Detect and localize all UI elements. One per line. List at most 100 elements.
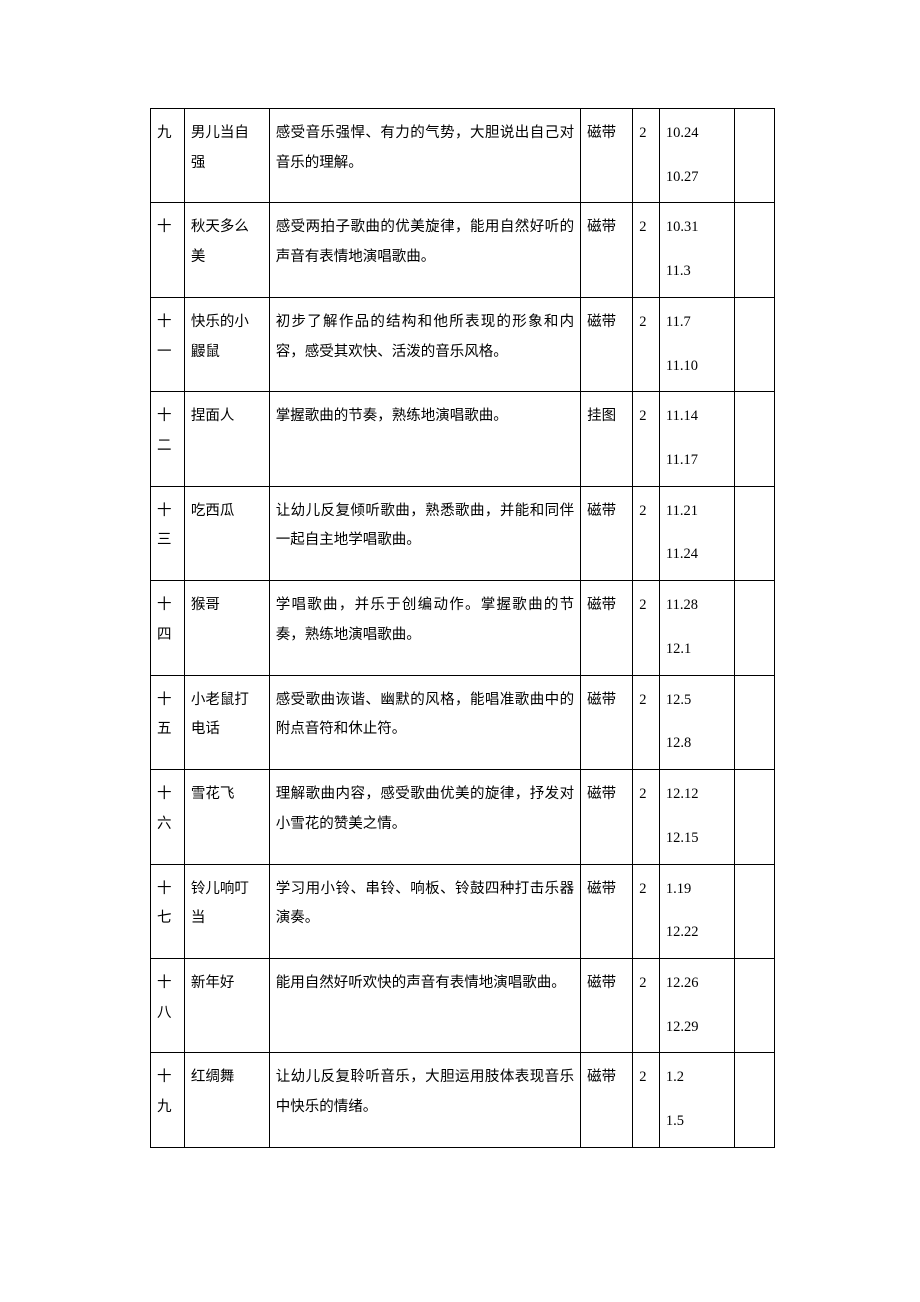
cell-title: 男儿当自强 — [184, 109, 269, 203]
cell-dates: 12.5 12.8 — [659, 675, 734, 769]
cell-desc: 让幼儿反复聆听音乐，大胆运用肢体表现音乐中快乐的情绪。 — [269, 1053, 580, 1147]
table-row: 十二捏面人掌握歌曲的节奏，熟练地演唱歌曲。挂图211.14 11.17 — [151, 392, 775, 486]
cell-desc: 让幼儿反复倾听歌曲，熟悉歌曲，并能和同伴一起自主地学唱歌曲。 — [269, 486, 580, 580]
table-row: 十秋天多么美感受两拍子歌曲的优美旋律，能用自然好听的声音有表情地演唱歌曲。磁带2… — [151, 203, 775, 297]
date-start: 12.5 — [666, 686, 728, 716]
page: 九男儿当自强感受音乐强悍、有力的气势，大胆说出自己对音乐的理解。磁带210.24… — [0, 0, 920, 1302]
cell-title: 红绸舞 — [184, 1053, 269, 1147]
cell-number: 十四 — [151, 581, 185, 675]
cell-count: 2 — [633, 581, 660, 675]
cell-desc: 能用自然好听欢快的声音有表情地演唱歌曲。 — [269, 958, 580, 1052]
cell-dates: 10.24 10.27 — [659, 109, 734, 203]
date-end: 11.24 — [666, 540, 728, 570]
cell-material: 磁带 — [581, 486, 633, 580]
cell-number: 十七 — [151, 864, 185, 958]
cell-dates: 1.19 12.22 — [659, 864, 734, 958]
cell-desc: 学习用小铃、串铃、响板、铃鼓四种打击乐器演奏。 — [269, 864, 580, 958]
cell-empty — [734, 770, 774, 864]
cell-empty — [734, 297, 774, 391]
cell-dates: 1.21.5 — [659, 1053, 734, 1147]
table-row: 十八新年好能用自然好听欢快的声音有表情地演唱歌曲。磁带212.26 12.29 — [151, 958, 775, 1052]
date-start: 12.12 — [666, 780, 728, 810]
table-row: 十六雪花飞理解歌曲内容，感受歌曲优美的旋律，抒发对小雪花的赞美之情。磁带212.… — [151, 770, 775, 864]
cell-material: 磁带 — [581, 675, 633, 769]
cell-dates: 11.28 12.1 — [659, 581, 734, 675]
cell-number: 十 — [151, 203, 185, 297]
cell-material: 磁带 — [581, 297, 633, 391]
cell-desc: 感受两拍子歌曲的优美旋律，能用自然好听的声音有表情地演唱歌曲。 — [269, 203, 580, 297]
date-start: 12.26 — [666, 969, 728, 999]
cell-dates: 12.26 12.29 — [659, 958, 734, 1052]
cell-material: 磁带 — [581, 1053, 633, 1147]
cell-dates: 11.14 11.17 — [659, 392, 734, 486]
cell-empty — [734, 581, 774, 675]
cell-title: 快乐的小鼹鼠 — [184, 297, 269, 391]
date-end: 12.15 — [666, 824, 728, 854]
cell-count: 2 — [633, 958, 660, 1052]
cell-material: 挂图 — [581, 392, 633, 486]
date-end: 12.8 — [666, 729, 728, 759]
cell-number: 十八 — [151, 958, 185, 1052]
cell-count: 2 — [633, 297, 660, 391]
date-start: 11.7 — [666, 308, 728, 338]
cell-empty — [734, 203, 774, 297]
table-row: 十七铃儿响叮当学习用小铃、串铃、响板、铃鼓四种打击乐器演奏。磁带21.1912.… — [151, 864, 775, 958]
lesson-plan-table: 九男儿当自强感受音乐强悍、有力的气势，大胆说出自己对音乐的理解。磁带210.24… — [150, 108, 775, 1148]
table-row: 十三吃西瓜让幼儿反复倾听歌曲，熟悉歌曲，并能和同伴一起自主地学唱歌曲。磁带211… — [151, 486, 775, 580]
date-start: 10.24 — [666, 119, 728, 149]
cell-title: 猴哥 — [184, 581, 269, 675]
cell-material: 磁带 — [581, 581, 633, 675]
cell-material: 磁带 — [581, 203, 633, 297]
table-row: 十九红绸舞让幼儿反复聆听音乐，大胆运用肢体表现音乐中快乐的情绪。磁带21.21.… — [151, 1053, 775, 1147]
date-end: 11.17 — [666, 446, 728, 476]
date-end: 12.1 — [666, 635, 728, 665]
cell-number: 十三 — [151, 486, 185, 580]
cell-title: 秋天多么美 — [184, 203, 269, 297]
cell-number: 十六 — [151, 770, 185, 864]
table-row: 十四猴哥学唱歌曲，并乐于创编动作。掌握歌曲的节奏，熟练地演唱歌曲。磁带211.2… — [151, 581, 775, 675]
table-row: 九男儿当自强感受音乐强悍、有力的气势，大胆说出自己对音乐的理解。磁带210.24… — [151, 109, 775, 203]
date-end: 12.29 — [666, 1013, 728, 1043]
cell-material: 磁带 — [581, 958, 633, 1052]
cell-count: 2 — [633, 203, 660, 297]
cell-empty — [734, 1053, 774, 1147]
date-end: 10.27 — [666, 163, 728, 193]
date-end: 11.3 — [666, 257, 728, 287]
table-row: 十一快乐的小鼹鼠初步了解作品的结构和他所表现的形象和内容，感受其欢快、活泼的音乐… — [151, 297, 775, 391]
table-row: 十五小老鼠打电话感受歌曲诙谐、幽默的风格，能唱准歌曲中的附点音符和休止符。磁带2… — [151, 675, 775, 769]
date-start: 1.2 — [666, 1063, 728, 1093]
cell-count: 2 — [633, 770, 660, 864]
cell-dates: 12.12 12.15 — [659, 770, 734, 864]
cell-empty — [734, 675, 774, 769]
cell-empty — [734, 958, 774, 1052]
date-end: 1.5 — [666, 1107, 728, 1137]
date-start: 1.19 — [666, 875, 728, 905]
cell-count: 2 — [633, 392, 660, 486]
cell-empty — [734, 109, 774, 203]
cell-count: 2 — [633, 486, 660, 580]
cell-title: 捏面人 — [184, 392, 269, 486]
cell-dates: 10.31 11.3 — [659, 203, 734, 297]
cell-dates: 11.21 11.24 — [659, 486, 734, 580]
cell-desc: 学唱歌曲，并乐于创编动作。掌握歌曲的节奏，熟练地演唱歌曲。 — [269, 581, 580, 675]
cell-count: 2 — [633, 864, 660, 958]
cell-empty — [734, 392, 774, 486]
date-start: 11.21 — [666, 497, 728, 527]
cell-dates: 11.711.10 — [659, 297, 734, 391]
date-start: 11.14 — [666, 402, 728, 432]
date-start: 10.31 — [666, 213, 728, 243]
date-start: 11.28 — [666, 591, 728, 621]
cell-title: 吃西瓜 — [184, 486, 269, 580]
cell-desc: 感受音乐强悍、有力的气势，大胆说出自己对音乐的理解。 — [269, 109, 580, 203]
cell-desc: 理解歌曲内容，感受歌曲优美的旋律，抒发对小雪花的赞美之情。 — [269, 770, 580, 864]
cell-number: 九 — [151, 109, 185, 203]
cell-desc: 初步了解作品的结构和他所表现的形象和内容，感受其欢快、活泼的音乐风格。 — [269, 297, 580, 391]
date-end: 12.22 — [666, 918, 728, 948]
cell-title: 雪花飞 — [184, 770, 269, 864]
cell-title: 新年好 — [184, 958, 269, 1052]
cell-count: 2 — [633, 109, 660, 203]
cell-number: 十五 — [151, 675, 185, 769]
cell-title: 铃儿响叮当 — [184, 864, 269, 958]
cell-number: 十二 — [151, 392, 185, 486]
cell-desc: 掌握歌曲的节奏，熟练地演唱歌曲。 — [269, 392, 580, 486]
